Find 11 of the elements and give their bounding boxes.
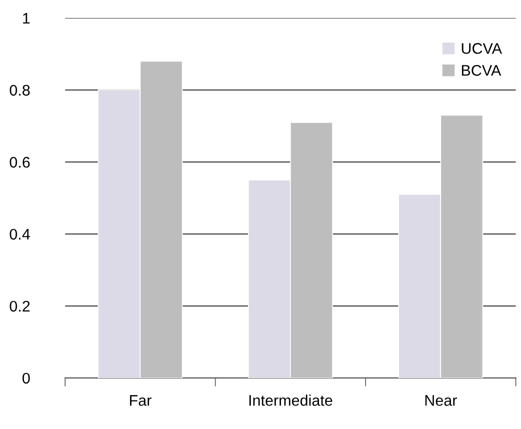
x-tick-label: Near <box>425 395 457 406</box>
y-tick-label: 0.4 <box>10 228 30 240</box>
y-tick-label: 0.2 <box>10 300 30 312</box>
x-tick-label: Far <box>130 395 152 406</box>
y-tick-label: 1 <box>23 13 30 24</box>
x-tick-label: Intermediate <box>249 394 332 406</box>
legend-label: UCVA <box>462 43 502 54</box>
y-tick-label: 0.6 <box>10 156 30 168</box>
y-tick-label: 0 <box>22 372 30 384</box>
y-tick-label: 0.8 <box>10 84 30 96</box>
legend-label: BCVA <box>462 65 502 76</box>
